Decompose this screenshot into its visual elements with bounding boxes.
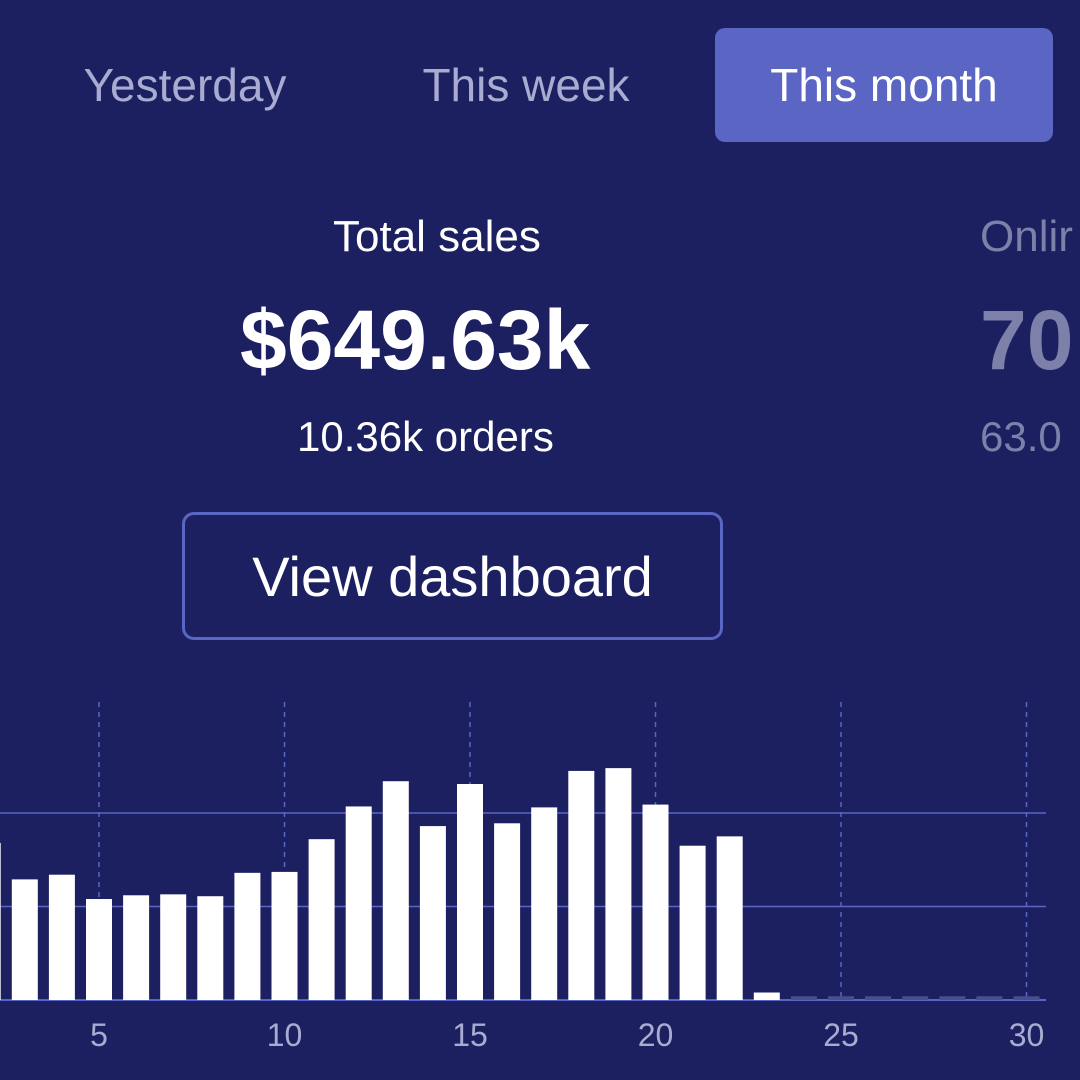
online-sales-orders: 63.0: [980, 413, 1062, 460]
x-tick-label: 10: [267, 1017, 303, 1053]
x-tick-label: 25: [823, 1017, 859, 1053]
chart-bar: [86, 899, 112, 1000]
total-sales-orders: 10.36k orders: [297, 413, 554, 460]
chart-bar: [271, 871, 298, 1000]
chart-bar: [160, 894, 187, 1000]
view-dashboard-button[interactable]: View dashboard: [182, 512, 723, 640]
chart-bar: [0, 842, 1, 1000]
chart-bar: [679, 845, 706, 1000]
online-sales-title: Onlir: [980, 212, 1073, 261]
chart-bar: [11, 879, 38, 1000]
chart-bar: [939, 996, 966, 1000]
total-sales-title: Total sales: [333, 212, 541, 261]
chart-bar: [790, 996, 817, 1000]
chart-bar: [345, 806, 372, 1000]
chart-bar: [716, 836, 743, 1000]
x-tick-label: 5: [90, 1017, 108, 1053]
chart-bar: [197, 896, 224, 1000]
online-sales-value: 70: [980, 293, 1074, 387]
chart-bar: [828, 996, 854, 1000]
chart-bar: [753, 992, 780, 1000]
chart-bar: [123, 895, 150, 1000]
chart-bar: [457, 784, 483, 1000]
chart-bar: [308, 839, 335, 1000]
total-sales-value: $649.63k: [240, 293, 591, 387]
chart-bar: [902, 996, 929, 1000]
x-tick-label: 20: [638, 1017, 674, 1053]
x-tick-label: 30: [1009, 1017, 1045, 1053]
chart-bar: [605, 768, 632, 1000]
chart-bar: [976, 996, 1003, 1000]
chart-bar: [568, 770, 595, 1000]
chart-bar: [234, 872, 261, 1000]
chart-bar: [48, 874, 75, 1000]
chart-bar: [382, 781, 409, 1000]
tab-yesterday[interactable]: Yesterday: [83, 59, 287, 111]
chart-bar: [494, 823, 521, 1000]
chart-bar: [1013, 996, 1040, 1000]
chart-bar: [865, 996, 892, 1000]
chart-bar: [419, 826, 446, 1000]
chart-bar: [642, 804, 669, 1000]
chart-bar: [531, 807, 558, 1000]
tab-this-month[interactable]: This month: [715, 28, 1053, 142]
tab-this-week[interactable]: This week: [422, 59, 630, 111]
x-tick-label: 15: [452, 1017, 488, 1053]
